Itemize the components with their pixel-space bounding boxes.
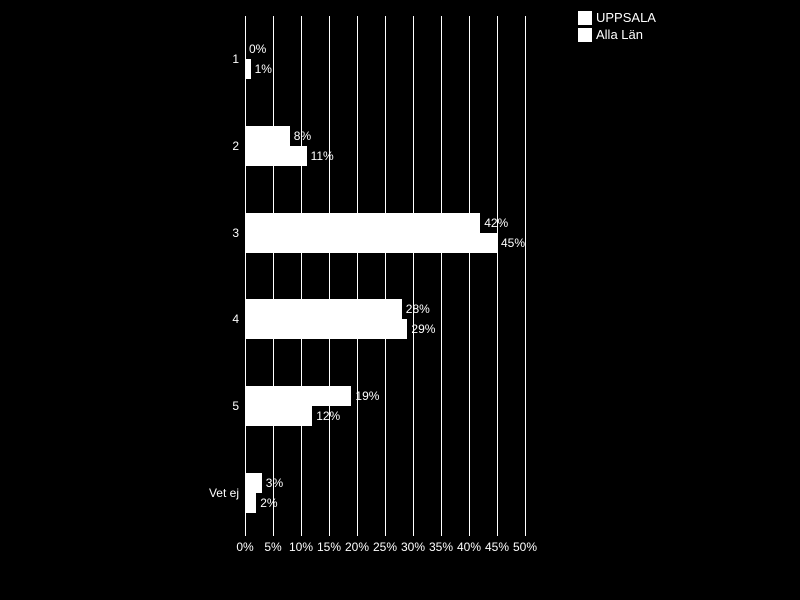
x-tick-label: 15% bbox=[317, 540, 341, 554]
x-tick-label: 0% bbox=[236, 540, 253, 554]
bar bbox=[245, 213, 480, 233]
bar-value-label: 0% bbox=[249, 42, 266, 56]
plot-area: 0%5%10%15%20%25%30%35%40%45%50%10%1%28%1… bbox=[245, 16, 525, 536]
bar bbox=[245, 386, 351, 406]
bar-value-label: 28% bbox=[406, 302, 430, 316]
gridline bbox=[273, 16, 274, 536]
legend-label: Alla Län bbox=[596, 27, 643, 42]
bar bbox=[245, 473, 262, 493]
gridline bbox=[441, 16, 442, 536]
bar-value-label: 19% bbox=[355, 389, 379, 403]
x-tick-label: 30% bbox=[401, 540, 425, 554]
legend-label: UPPSALA bbox=[596, 10, 656, 25]
legend-item-uppsala: UPPSALA bbox=[578, 10, 656, 25]
y-tick-label: 5 bbox=[179, 399, 239, 413]
gridline bbox=[497, 16, 498, 536]
bar-chart: 0%5%10%15%20%25%30%35%40%45%50%10%1%28%1… bbox=[0, 0, 800, 600]
gridline bbox=[525, 16, 526, 536]
x-tick-label: 20% bbox=[345, 540, 369, 554]
legend-swatch bbox=[578, 11, 592, 25]
x-tick-label: 40% bbox=[457, 540, 481, 554]
bar-value-label: 11% bbox=[311, 149, 334, 163]
bar bbox=[245, 493, 256, 513]
gridline bbox=[385, 16, 386, 536]
bar-value-label: 1% bbox=[255, 62, 272, 76]
bar bbox=[245, 126, 290, 146]
bar-value-label: 29% bbox=[411, 322, 435, 336]
y-tick-label: 3 bbox=[179, 226, 239, 240]
x-tick-label: 10% bbox=[289, 540, 313, 554]
gridline bbox=[469, 16, 470, 536]
gridline bbox=[413, 16, 414, 536]
y-tick-label: Vet ej bbox=[179, 486, 239, 500]
y-tick-label: 2 bbox=[179, 139, 239, 153]
x-tick-label: 5% bbox=[264, 540, 281, 554]
legend-swatch bbox=[578, 28, 592, 42]
bar bbox=[245, 299, 402, 319]
bar bbox=[245, 233, 497, 253]
bar-value-label: 2% bbox=[260, 496, 277, 510]
x-tick-label: 35% bbox=[429, 540, 453, 554]
gridline bbox=[245, 16, 246, 536]
bar bbox=[245, 406, 312, 426]
y-tick-label: 4 bbox=[179, 312, 239, 326]
bar bbox=[245, 319, 407, 339]
legend: UPPSALA Alla Län bbox=[578, 10, 656, 44]
bar-value-label: 12% bbox=[316, 409, 340, 423]
legend-item-alla-lan: Alla Län bbox=[578, 27, 656, 42]
gridline bbox=[357, 16, 358, 536]
bar bbox=[245, 59, 251, 79]
bar-value-label: 42% bbox=[484, 216, 508, 230]
bar-value-label: 45% bbox=[501, 236, 525, 250]
x-tick-label: 45% bbox=[485, 540, 509, 554]
y-tick-label: 1 bbox=[179, 52, 239, 66]
x-tick-label: 50% bbox=[513, 540, 537, 554]
gridline bbox=[329, 16, 330, 536]
x-tick-label: 25% bbox=[373, 540, 397, 554]
bar bbox=[245, 146, 307, 166]
gridline bbox=[301, 16, 302, 536]
bar-value-label: 3% bbox=[266, 476, 283, 490]
bar-value-label: 8% bbox=[294, 129, 311, 143]
